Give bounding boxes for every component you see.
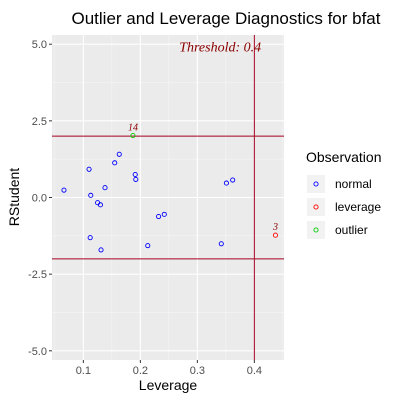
legend-key <box>307 198 325 216</box>
point-normal <box>156 213 162 220</box>
y-tick-label: -5.0 <box>28 346 47 358</box>
legend-label: outlier <box>335 223 368 237</box>
point-normal <box>161 211 167 217</box>
legend-label: normal <box>335 177 372 191</box>
y-tick-label: -2.5 <box>28 269 47 281</box>
point-label: 3 <box>272 222 278 233</box>
point-normal <box>97 202 104 208</box>
x-tick-label: 0.4 <box>247 365 262 377</box>
chart-title: Outlier and Leverage Diagnostics for bfa… <box>71 9 380 28</box>
x-tick-label: 0.3 <box>190 365 205 377</box>
point-normal <box>218 241 224 247</box>
point-normal <box>132 171 138 178</box>
point-normal <box>86 166 92 172</box>
point-normal <box>145 243 151 249</box>
point-normal <box>87 235 93 241</box>
legend-key-leverage <box>313 204 319 210</box>
legend-key-outlier <box>313 227 319 233</box>
reference-lines <box>52 35 284 360</box>
legend-title: Observation <box>306 149 381 165</box>
legend-key <box>307 175 325 193</box>
point-normal <box>98 247 104 253</box>
point-label: 14 <box>128 123 138 134</box>
y-axis-title: RStudent <box>6 168 22 226</box>
legend-key <box>307 221 325 239</box>
point-normal <box>88 192 94 198</box>
legend-entries: normal leverage outlier <box>307 175 381 239</box>
legend-key-normal <box>313 181 319 187</box>
threshold-annotation: Threshold: 0.4 <box>179 40 261 55</box>
y-tick-label: 5.0 <box>32 39 47 51</box>
y-axis-ticks: -5.0 -2.5 0.0 2.5 5.0 <box>28 39 52 358</box>
point-normal <box>133 176 139 182</box>
legend: Observation normal leverage outlier <box>306 149 381 239</box>
x-tick-label: 0.2 <box>133 365 148 377</box>
x-tick-label: 0.1 <box>76 365 91 377</box>
point-normal <box>116 151 122 157</box>
point-outlier <box>130 133 136 139</box>
y-tick-label: 0.0 <box>32 193 47 205</box>
point-leverage <box>272 232 278 238</box>
point-normal <box>223 180 229 186</box>
x-axis-title: Leverage <box>139 377 198 393</box>
grid-layer <box>52 35 284 360</box>
point-normal <box>230 177 236 183</box>
point-normal <box>102 185 108 191</box>
y-tick-label: 2.5 <box>32 116 47 128</box>
point-labels: 3 14 <box>128 123 278 234</box>
point-normal <box>61 187 67 193</box>
legend-label: leverage <box>335 200 381 214</box>
data-points <box>61 133 278 253</box>
x-axis-ticks: 0.1 0.2 0.3 0.4 <box>76 360 262 377</box>
point-normal <box>112 160 118 166</box>
